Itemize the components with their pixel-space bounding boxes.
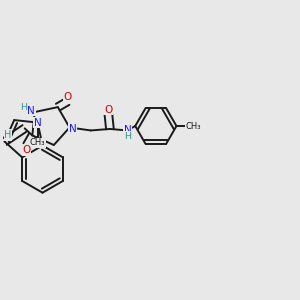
Text: O: O (22, 146, 31, 155)
Text: H: H (124, 132, 131, 141)
Text: N: N (27, 106, 35, 116)
Text: O: O (63, 92, 72, 101)
Text: N: N (124, 125, 131, 135)
Text: CH₃: CH₃ (185, 122, 201, 130)
Text: O: O (104, 105, 112, 115)
Text: N: N (34, 118, 41, 128)
Text: N: N (69, 124, 76, 134)
Text: H: H (4, 130, 12, 140)
Text: CH₃: CH₃ (30, 138, 45, 147)
Text: H: H (20, 103, 27, 112)
